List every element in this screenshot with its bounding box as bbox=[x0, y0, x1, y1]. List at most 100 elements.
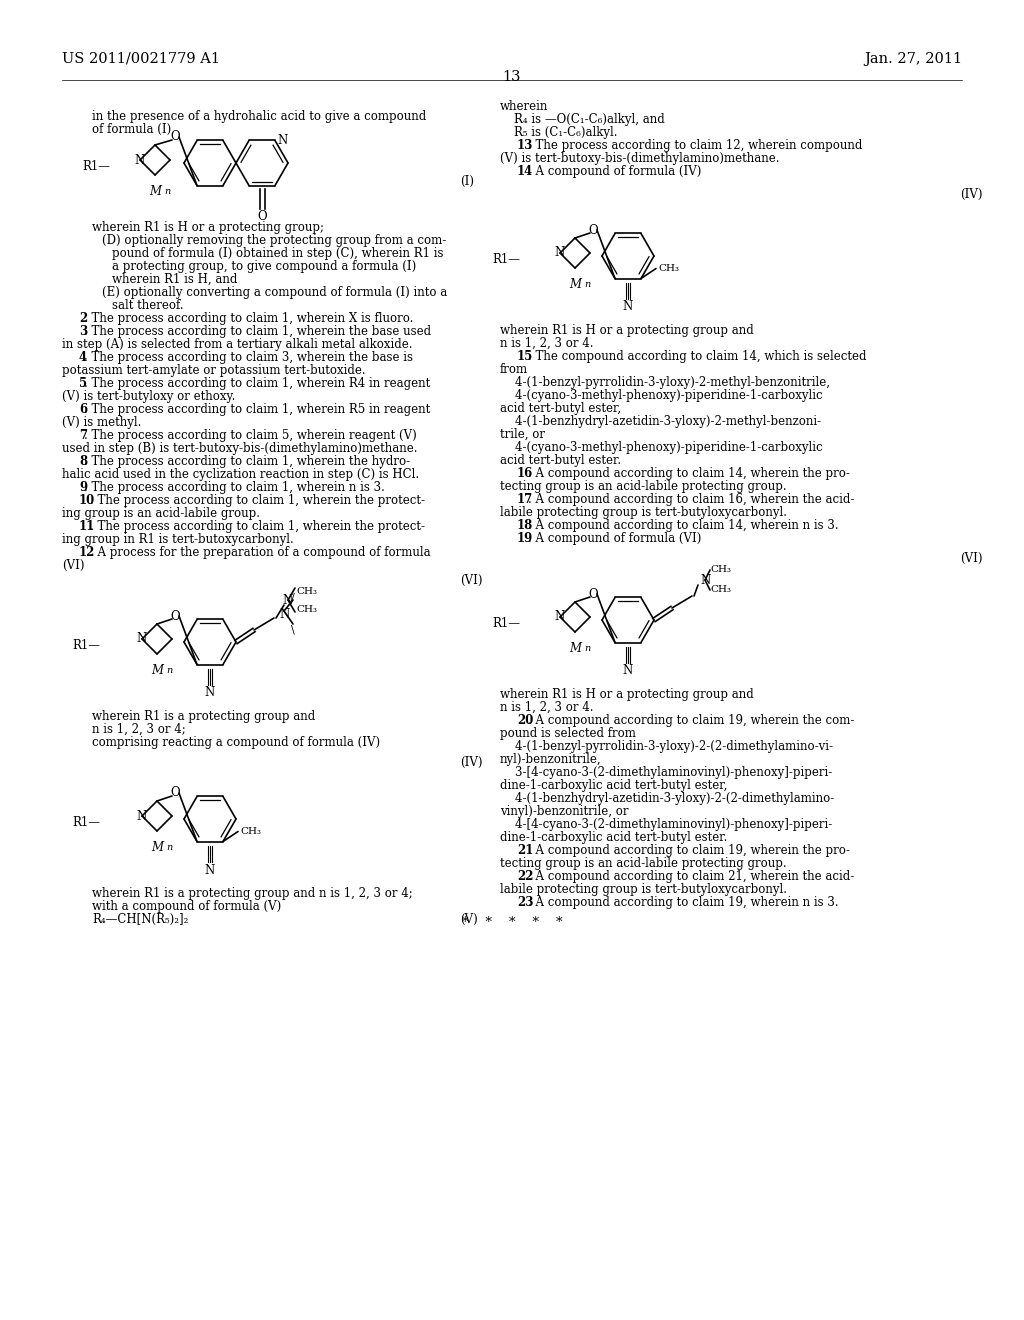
Text: . The process according to claim 1, wherein the base used: . The process according to claim 1, wher… bbox=[85, 325, 432, 338]
Text: 23: 23 bbox=[517, 896, 534, 909]
Text: CH₃: CH₃ bbox=[296, 587, 317, 597]
Text: 10: 10 bbox=[79, 494, 95, 507]
Text: N: N bbox=[205, 863, 215, 876]
Text: (V) is tert-butoxy-bis-(dimethylamino)methane.: (V) is tert-butoxy-bis-(dimethylamino)me… bbox=[500, 152, 779, 165]
Text: wherein R1 is H, and: wherein R1 is H, and bbox=[112, 273, 238, 286]
Text: . A compound of formula (VI): . A compound of formula (VI) bbox=[528, 532, 701, 545]
Text: M: M bbox=[569, 279, 581, 290]
Text: 14: 14 bbox=[517, 165, 534, 178]
Text: wherein R1 is a protecting group and n is 1, 2, 3 or 4;: wherein R1 is a protecting group and n i… bbox=[92, 887, 413, 900]
Text: 15: 15 bbox=[517, 350, 534, 363]
Text: 4-(cyano-3-methyl-phenoxy)-piperidine-1-carboxylic: 4-(cyano-3-methyl-phenoxy)-piperidine-1-… bbox=[500, 441, 822, 454]
Text: . The process according to claim 1, wherein the protect-: . The process according to claim 1, wher… bbox=[90, 520, 425, 533]
Text: (I): (I) bbox=[460, 176, 474, 187]
Text: . The compound according to claim 14, which is selected: . The compound according to claim 14, wh… bbox=[528, 350, 866, 363]
Text: O: O bbox=[588, 587, 598, 601]
Text: comprising reacting a compound of formula (IV): comprising reacting a compound of formul… bbox=[92, 737, 380, 748]
Text: . A compound according to claim 19, wherein the com-: . A compound according to claim 19, wher… bbox=[528, 714, 854, 727]
Text: 22: 22 bbox=[517, 870, 534, 883]
Text: 12: 12 bbox=[79, 546, 95, 558]
Text: 4-[4-cyano-3-(2-dimethylaminovinyl)-phenoxy]-piperi-: 4-[4-cyano-3-(2-dimethylaminovinyl)-phen… bbox=[500, 818, 833, 832]
Text: O: O bbox=[170, 131, 180, 144]
Text: R1—: R1— bbox=[492, 616, 520, 630]
Text: dine-1-carboxylic acid tert-butyl ester.: dine-1-carboxylic acid tert-butyl ester. bbox=[500, 832, 727, 843]
Text: M: M bbox=[151, 841, 163, 854]
Text: . The process according to claim 12, wherein compound: . The process according to claim 12, whe… bbox=[528, 139, 862, 152]
Text: (V): (V) bbox=[460, 913, 478, 927]
Text: N: N bbox=[135, 153, 145, 166]
Text: ing group in R1 is tert-butoxycarbonyl.: ing group in R1 is tert-butoxycarbonyl. bbox=[62, 533, 294, 546]
Text: R1—: R1— bbox=[72, 639, 100, 652]
Text: . The process according to claim 1, wherein n is 3.: . The process according to claim 1, wher… bbox=[85, 480, 385, 494]
Text: *    *    *    *    *: * * * * * bbox=[462, 916, 562, 929]
Text: R₄ is —O(C₁-C₆)alkyl, and: R₄ is —O(C₁-C₆)alkyl, and bbox=[514, 114, 665, 125]
Text: in the presence of a hydrohalic acid to give a compound: in the presence of a hydrohalic acid to … bbox=[92, 110, 426, 123]
Text: 4: 4 bbox=[79, 351, 87, 364]
Text: from: from bbox=[500, 363, 528, 376]
Text: a protecting group, to give compound a formula (I): a protecting group, to give compound a f… bbox=[112, 260, 416, 273]
Text: . A compound according to claim 16, wherein the acid-: . A compound according to claim 16, wher… bbox=[528, 492, 854, 506]
Text: 7: 7 bbox=[79, 429, 87, 442]
Text: N: N bbox=[555, 610, 565, 623]
Text: wherein R1 is H or a protecting group;: wherein R1 is H or a protecting group; bbox=[92, 220, 324, 234]
Text: labile protecting group is tert-butyloxycarbonyl.: labile protecting group is tert-butyloxy… bbox=[500, 506, 787, 519]
Text: CH₃: CH₃ bbox=[710, 586, 731, 594]
Text: used in step (B) is tert-butoxy-bis-(dimethylamino)methane.: used in step (B) is tert-butoxy-bis-(dim… bbox=[62, 442, 418, 455]
Text: R₅ is (C₁-C₆)alkyl.: R₅ is (C₁-C₆)alkyl. bbox=[514, 125, 617, 139]
Text: in step (A) is selected from a tertiary alkali metal alkoxide.: in step (A) is selected from a tertiary … bbox=[62, 338, 413, 351]
Text: 5: 5 bbox=[79, 378, 87, 389]
Text: (IV): (IV) bbox=[961, 187, 982, 201]
Text: 20: 20 bbox=[517, 714, 534, 727]
Text: 4-(1-benzyl-pyrrolidin-3-yloxy)-2-(2-dimethylamino-vi-: 4-(1-benzyl-pyrrolidin-3-yloxy)-2-(2-dim… bbox=[500, 741, 833, 752]
Text: . The process according to claim 5, wherein reagent (V): . The process according to claim 5, wher… bbox=[85, 429, 417, 442]
Text: tecting group is an acid-labile protecting group.: tecting group is an acid-labile protecti… bbox=[500, 857, 786, 870]
Text: \: \ bbox=[291, 624, 295, 635]
Text: N: N bbox=[137, 809, 147, 822]
Text: 21: 21 bbox=[517, 843, 534, 857]
Text: n: n bbox=[166, 667, 172, 675]
Text: pound is selected from: pound is selected from bbox=[500, 727, 636, 741]
Text: n is 1, 2, 3 or 4.: n is 1, 2, 3 or 4. bbox=[500, 337, 594, 350]
Text: 18: 18 bbox=[517, 519, 534, 532]
Text: N: N bbox=[623, 301, 633, 314]
Text: 13: 13 bbox=[517, 139, 534, 152]
Text: (VI): (VI) bbox=[460, 574, 482, 587]
Text: 17: 17 bbox=[517, 492, 534, 506]
Text: N: N bbox=[279, 607, 289, 620]
Text: (D) optionally removing the protecting group from a com-: (D) optionally removing the protecting g… bbox=[102, 234, 446, 247]
Text: 2: 2 bbox=[79, 312, 87, 325]
Text: acid tert-butyl ester.: acid tert-butyl ester. bbox=[500, 454, 622, 467]
Text: CH₃: CH₃ bbox=[296, 606, 317, 615]
Text: (V) is tert-butyloxy or ethoxy.: (V) is tert-butyloxy or ethoxy. bbox=[62, 389, 236, 403]
Text: N: N bbox=[205, 686, 215, 700]
Text: N: N bbox=[700, 573, 711, 586]
Text: (E) optionally converting a compound of formula (I) into a: (E) optionally converting a compound of … bbox=[102, 286, 447, 300]
Text: O: O bbox=[170, 787, 180, 800]
Text: . The process according to claim 3, wherein the base is: . The process according to claim 3, wher… bbox=[85, 351, 414, 364]
Text: (VI): (VI) bbox=[62, 558, 85, 572]
Text: pound of formula (I) obtained in step (C), wherein R1 is: pound of formula (I) obtained in step (C… bbox=[112, 247, 443, 260]
Text: 3: 3 bbox=[79, 325, 87, 338]
Text: acid tert-butyl ester,: acid tert-butyl ester, bbox=[500, 403, 622, 414]
Text: M: M bbox=[150, 185, 161, 198]
Text: N: N bbox=[278, 135, 288, 147]
Text: M: M bbox=[569, 642, 581, 655]
Text: (V) is methyl.: (V) is methyl. bbox=[62, 416, 141, 429]
Text: . The process according to claim 1, wherein R5 in reagent: . The process according to claim 1, wher… bbox=[85, 403, 431, 416]
Text: O: O bbox=[257, 210, 267, 223]
Text: M: M bbox=[151, 664, 163, 677]
Text: . The process according to claim 1, wherein R4 in reagent: . The process according to claim 1, wher… bbox=[85, 378, 431, 389]
Text: 3-[4-cyano-3-(2-dimethylaminovinyl)-phenoxy]-piperi-: 3-[4-cyano-3-(2-dimethylaminovinyl)-phen… bbox=[500, 766, 833, 779]
Text: CH₃: CH₃ bbox=[658, 264, 679, 273]
Text: /: / bbox=[291, 591, 295, 602]
Text: labile protecting group is tert-butyloxycarbonyl.: labile protecting group is tert-butyloxy… bbox=[500, 883, 787, 896]
Text: 9: 9 bbox=[79, 480, 87, 494]
Text: . The process according to claim 1, wherein the protect-: . The process according to claim 1, wher… bbox=[90, 494, 425, 507]
Text: Jan. 27, 2011: Jan. 27, 2011 bbox=[864, 51, 962, 66]
Text: R1—: R1— bbox=[82, 160, 110, 173]
Text: . The process according to claim 1, wherein X is fluoro.: . The process according to claim 1, wher… bbox=[85, 312, 414, 325]
Text: 6: 6 bbox=[79, 403, 87, 416]
Text: salt thereof.: salt thereof. bbox=[112, 300, 183, 312]
Text: potassium tert-amylate or potassium tert-butoxide.: potassium tert-amylate or potassium tert… bbox=[62, 364, 366, 378]
Text: wherein R1 is H or a protecting group and: wherein R1 is H or a protecting group an… bbox=[500, 688, 754, 701]
